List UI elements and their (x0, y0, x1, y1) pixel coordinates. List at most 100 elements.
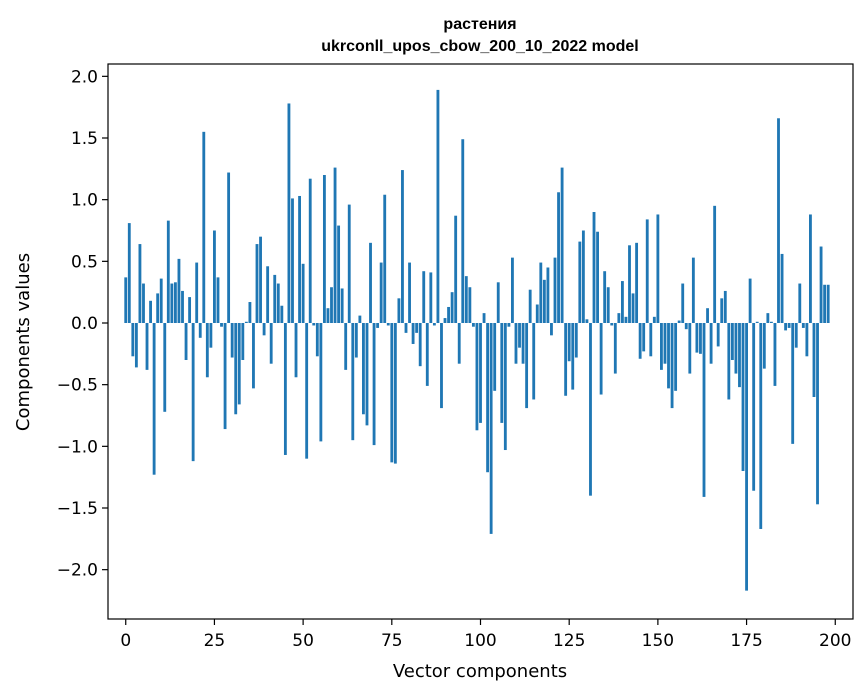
bar-188 (791, 323, 795, 444)
bar-198 (826, 284, 830, 323)
bar-148 (649, 323, 653, 357)
bar-43 (276, 283, 280, 323)
x-tick-label: 100 (464, 631, 496, 651)
bar-55 (319, 323, 323, 442)
bar-90 (443, 318, 447, 323)
x-tick-label: 175 (730, 631, 762, 651)
bar-17 (184, 323, 188, 360)
bar-36 (252, 323, 255, 389)
bar-128 (578, 241, 582, 323)
bar-61 (340, 288, 344, 323)
bar-2 (131, 323, 135, 357)
bar-68 (365, 323, 369, 426)
bar-112 (521, 323, 525, 364)
bar-77 (397, 298, 401, 323)
bar-119 (546, 267, 550, 323)
bar-102 (486, 323, 490, 473)
bar-170 (727, 323, 731, 400)
bar-25 (213, 230, 216, 323)
bar-118 (542, 279, 546, 323)
bar-5 (142, 283, 145, 323)
bar-121 (553, 257, 557, 323)
bar-142 (628, 245, 631, 323)
bar-63 (347, 204, 351, 323)
bar-103 (489, 323, 493, 534)
bar-54 (315, 323, 319, 357)
bar-196 (819, 246, 823, 323)
bar-0 (124, 277, 128, 323)
bar-158 (684, 323, 688, 330)
bar-98 (471, 323, 475, 327)
bar-30 (230, 323, 234, 358)
bar-106 (500, 323, 504, 423)
bar-89 (440, 323, 443, 409)
bar-57 (326, 308, 330, 323)
bar-127 (574, 323, 578, 358)
y-tick-label: 0.0 (71, 314, 98, 334)
bar-155 (674, 323, 678, 391)
bar-78 (401, 170, 404, 323)
bar-45 (283, 323, 287, 455)
bar-151 (660, 323, 663, 370)
bar-160 (691, 257, 695, 323)
bar-7 (149, 300, 152, 323)
bar-157 (681, 283, 685, 323)
bar-73 (383, 194, 387, 323)
bar-146 (642, 323, 646, 352)
bar-126 (571, 323, 575, 390)
bar-134 (599, 323, 603, 395)
bar-175 (745, 323, 748, 591)
bar-85 (425, 323, 429, 386)
y-axis-label: Components values (13, 253, 34, 431)
bar-56 (322, 175, 326, 323)
bar-192 (805, 323, 809, 357)
bar-26 (216, 277, 220, 323)
x-tick-label: 50 (292, 631, 314, 651)
bar-178 (755, 321, 759, 323)
bar-39 (262, 323, 266, 336)
bar-154 (670, 323, 674, 409)
bar-191 (801, 323, 805, 328)
bar-14 (173, 282, 177, 323)
bar-95 (461, 139, 465, 323)
bar-50 (301, 263, 305, 323)
bar-70 (372, 323, 376, 446)
bar-24 (209, 323, 213, 348)
bar-16 (181, 290, 184, 323)
bar-141 (624, 316, 628, 323)
bar-32 (237, 323, 241, 405)
bar-8 (152, 323, 156, 475)
y-tick-label: −1.0 (57, 437, 98, 457)
bar-104 (493, 323, 497, 391)
bar-183 (773, 323, 777, 386)
bar-177 (752, 323, 756, 491)
bar-132 (592, 212, 596, 323)
bar-182 (769, 321, 773, 323)
bar-75 (390, 323, 394, 463)
bar-81 (411, 323, 415, 344)
chart-subtitle: ukrconll_upos_cbow_200_10_2022 model (321, 38, 638, 55)
y-tick-label: −2.0 (57, 561, 98, 581)
y-tick-label: 2.0 (71, 67, 98, 87)
x-tick-label: 150 (642, 631, 674, 651)
bar-10 (159, 278, 163, 323)
bar-6 (145, 323, 149, 370)
bar-20 (195, 262, 199, 323)
bar-34 (244, 321, 248, 323)
bar-110 (514, 323, 518, 364)
bar-83 (418, 323, 422, 367)
bar-33 (241, 323, 245, 360)
bar-179 (759, 323, 763, 529)
bar-161 (695, 323, 699, 353)
bar-27 (220, 323, 223, 327)
bar-15 (177, 258, 181, 323)
bar-1 (127, 223, 131, 323)
bar-53 (312, 323, 316, 326)
bar-9 (156, 293, 160, 323)
bar-29 (227, 172, 231, 323)
bar-91 (447, 306, 450, 323)
bar-169 (723, 290, 727, 323)
bar-136 (606, 287, 610, 323)
y-tick-label: −0.5 (57, 376, 98, 396)
bar-144 (635, 242, 639, 323)
